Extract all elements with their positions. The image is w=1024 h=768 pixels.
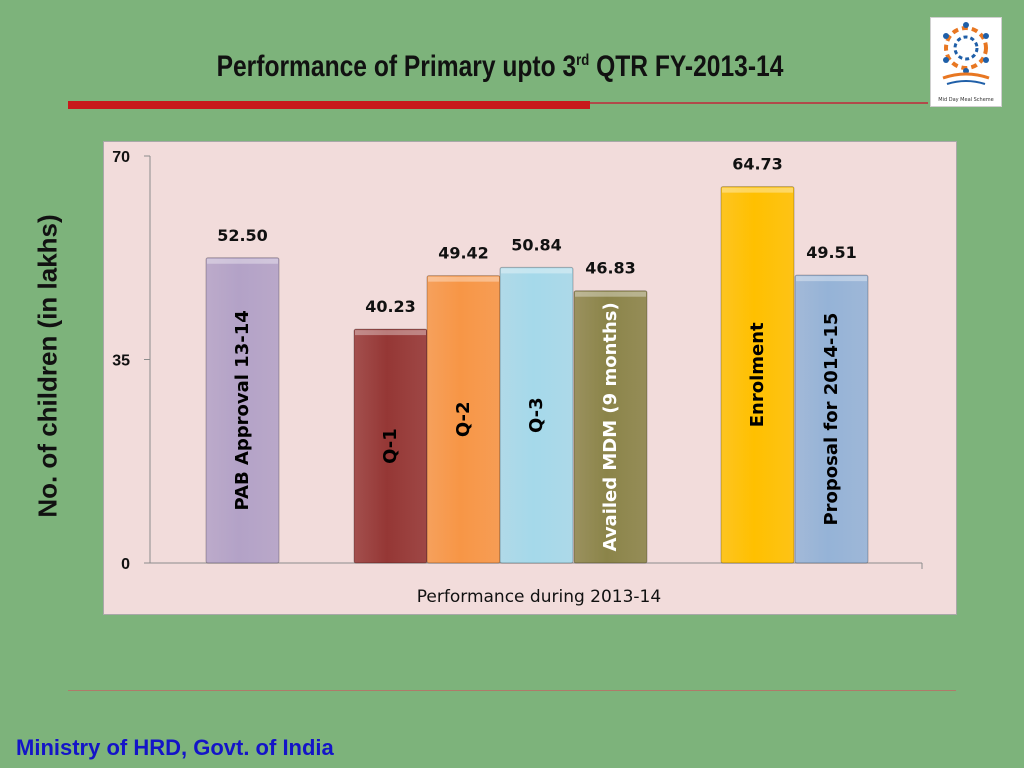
bar-highlight-1: [355, 330, 426, 336]
bar-highlight-6: [796, 276, 867, 282]
y-tick-label: 70: [112, 149, 130, 166]
bar-highlight-2: [428, 276, 499, 282]
x-axis-label: Performance during 2013-14: [417, 587, 661, 607]
bar-highlight-0: [207, 258, 278, 264]
bar-highlight-4: [575, 291, 646, 297]
logo-caption: Mid Day Meal Scheme: [938, 97, 994, 103]
bar-highlight-5: [722, 187, 793, 193]
data-label-4: 46.83: [585, 259, 636, 278]
category-label-4: Availed MDM (9 months): [600, 302, 621, 551]
category-label-0: PAB Approval 13-14: [232, 310, 253, 510]
bar-3: [499, 266, 574, 564]
category-label-5: Enrolment: [747, 322, 768, 427]
chart-labels: 0 35 70 Performance during 2013-14 52.50 PAB …: [112, 149, 857, 607]
bar-5: [720, 186, 795, 564]
title-underline-thin: [590, 102, 928, 104]
data-label-6: 49.51: [806, 243, 857, 262]
bar-6: [794, 274, 869, 564]
chart-bars: [205, 186, 869, 564]
bar-0: [205, 257, 280, 564]
slide-title: Performance of Primary upto 3rd QTR FY-2…: [90, 50, 910, 84]
footer-ministry: Ministry of HRD, Govt. of India: [16, 735, 334, 760]
data-label-0: 52.50: [217, 226, 268, 245]
slide-title-tail: QTR FY-2013-14: [589, 50, 784, 83]
title-underline-red: [68, 101, 590, 109]
category-label-6: Proposal for 2014-15: [821, 313, 842, 526]
data-label-5: 64.73: [732, 155, 783, 174]
category-label-2: Q-2: [453, 402, 474, 438]
mid-day-meal-logo-icon: [942, 22, 990, 85]
slide-title-main: Performance of Primary upto 3: [216, 50, 577, 83]
data-label-3: 50.84: [511, 235, 562, 254]
category-label-3: Q-3: [526, 397, 547, 433]
data-label-1: 40.23: [365, 297, 416, 316]
bar-highlight-3: [501, 268, 572, 274]
y-tick-label: 35: [112, 353, 130, 370]
footer-divider: [68, 690, 956, 691]
y-tick-label: 0: [121, 556, 130, 573]
slide-title-superscript: rd: [576, 52, 590, 69]
category-label-1: Q-1: [380, 428, 401, 464]
bar-4: [573, 290, 648, 564]
data-label-2: 49.42: [438, 244, 489, 263]
mid-day-meal-logo: Mid Day Meal Scheme: [930, 17, 1002, 107]
